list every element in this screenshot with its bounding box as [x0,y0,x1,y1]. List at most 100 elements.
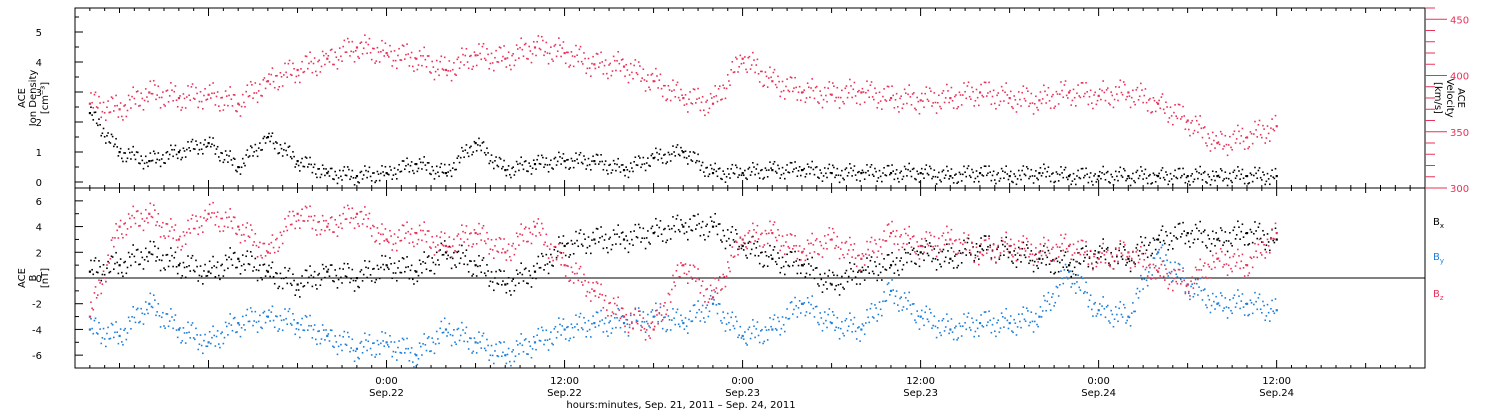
bx-dot [1021,248,1023,250]
velocity-dot [520,37,522,39]
by-dot [1204,288,1206,290]
density-dot [1262,171,1264,173]
by-dot [1115,306,1117,308]
by-dot [577,329,579,331]
bx-dot [629,243,631,245]
density-dot [390,169,392,171]
density-dot [370,176,372,178]
density-dot [500,158,502,160]
velocity-dot [1049,100,1051,102]
bz-dot [483,225,485,227]
bx-dot [953,267,955,269]
density-dot [229,150,231,152]
bx-dot [1230,243,1232,245]
velocity-dot [872,96,874,98]
bz-dot [337,235,339,237]
velocity-dot [805,101,807,103]
bz-dot [347,205,349,207]
density-dot [164,162,166,164]
density-point [326,172,328,174]
bx-dot [599,237,601,239]
by-dot [766,329,768,331]
bx-dot [407,266,409,268]
density-dot [1259,167,1261,169]
velocity-dot [294,82,296,84]
velocity-dot [927,99,929,101]
bz-dot [486,232,488,234]
velocity-dot [525,43,527,45]
velocity-dot [839,107,841,109]
by-dot [728,322,730,324]
density-dot [665,163,667,165]
by-dot [299,337,301,339]
density-dot [563,153,565,155]
bx-dot [836,275,838,277]
density-dot [530,165,532,167]
bz-dot [452,245,454,247]
density-dot [362,178,364,180]
bx-dot [1221,230,1223,232]
bx-dot [1190,233,1192,235]
x-axis-title: hours:minutes, Sep. 21, 2011 – Sep. 24, … [566,400,795,410]
velocity-dot [987,92,989,94]
bx-dot [781,267,783,269]
by-dot [1234,294,1236,296]
velocity-dot [825,95,827,97]
by-point [831,322,833,324]
by-dot [515,355,517,357]
density-dot [439,166,441,168]
velocity-dot [270,74,272,76]
velocity-dot [410,57,412,59]
density-dot [803,168,805,170]
velocity-dot [255,82,257,84]
velocity-dot [1012,108,1014,110]
bx-dot [1244,244,1246,246]
bx-dot [855,276,857,278]
velocity-dot [951,87,953,89]
density-dot [185,156,187,158]
by-dot [616,317,618,319]
legend-item: Bx [1433,217,1444,230]
bz-dot [301,208,303,210]
by-dot [173,319,175,321]
bx-dot [291,284,293,286]
by-dot [916,310,918,312]
velocity-dot [972,91,974,93]
bx-dot [607,252,609,254]
velocity-dot [168,101,170,103]
bx-dot [1191,230,1193,232]
density-dot [1046,171,1048,173]
bz-dot [189,232,191,234]
by-dot [858,326,860,328]
density-dot [385,166,387,168]
bx-point [920,251,922,253]
bx-dot [1196,227,1198,229]
bx-dot [1174,226,1176,228]
by-dot [700,320,702,322]
by-dot [859,340,861,342]
by-dot [559,324,561,326]
bz-point [326,226,328,228]
by-dot [558,317,560,319]
velocity-dot [1235,142,1237,144]
velocity-dot [960,94,962,96]
density-dot [584,159,586,161]
velocity-dot [546,42,548,44]
by-dot [987,321,989,323]
density-dot [1050,181,1052,183]
by-dot [309,315,311,317]
density-dot [850,167,852,169]
by-dot [1174,262,1176,264]
velocity-dot [973,105,975,107]
bx-dot [320,284,322,286]
density-dot [617,158,619,160]
by-dot [454,341,456,343]
bz-dot [511,245,513,247]
velocity-dot [1270,127,1272,129]
velocity-dot [1232,134,1234,136]
density-dot [290,156,292,158]
velocity-dot [169,95,171,97]
by-dot [365,339,367,341]
bx-dot [882,266,884,268]
density-dot [1256,177,1258,179]
